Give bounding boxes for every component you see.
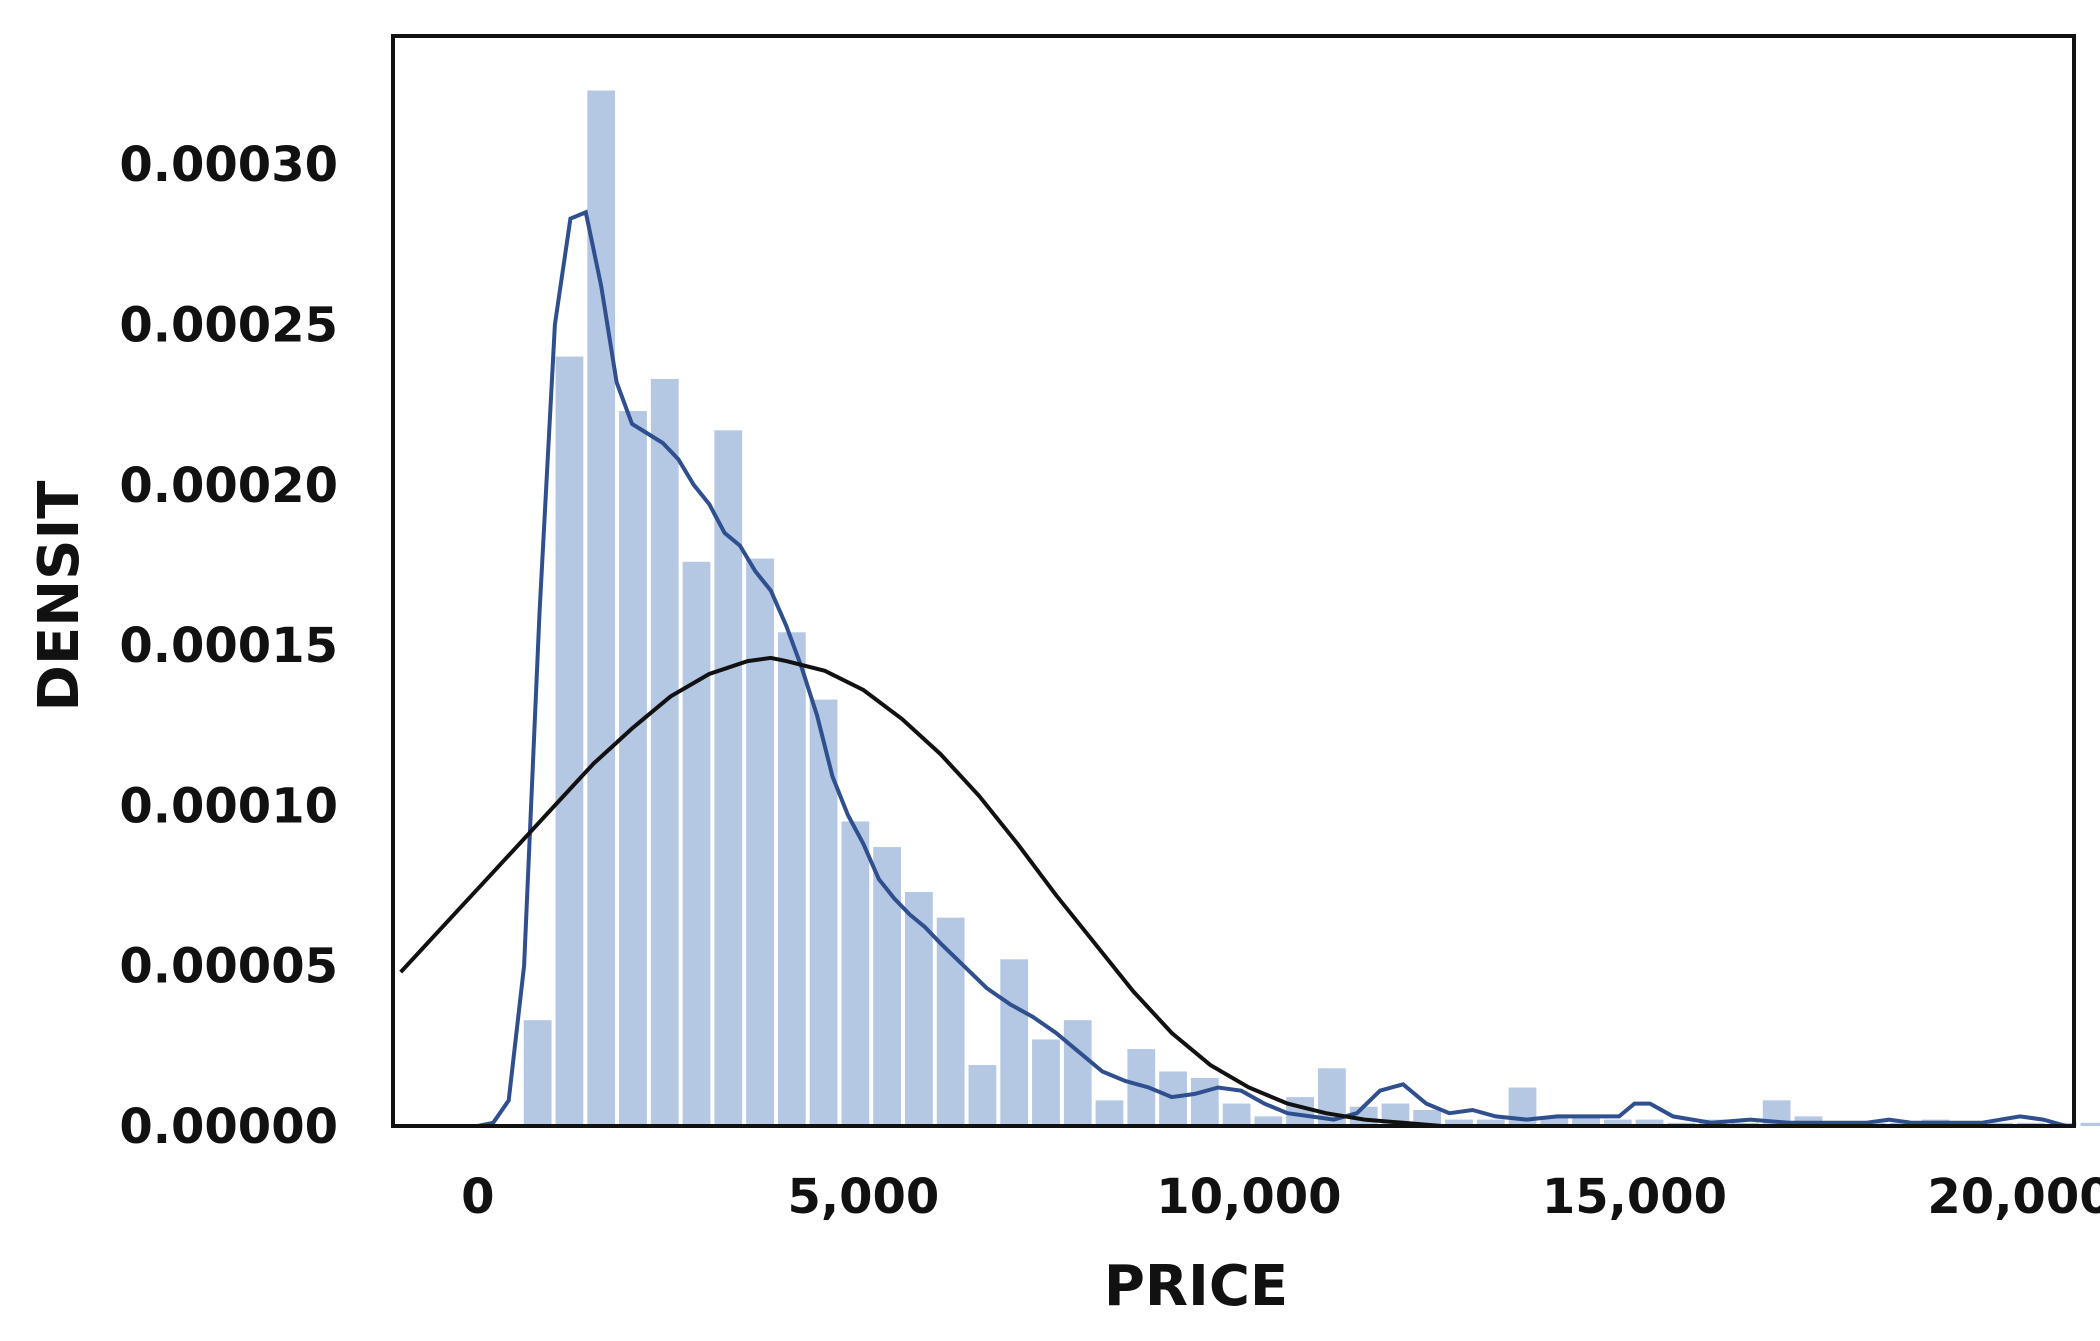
histogram-bar: [1445, 1119, 1473, 1126]
histogram-bar: [523, 1020, 552, 1126]
x-tick-label: 5,000: [787, 1169, 939, 1225]
histogram-bar: [587, 90, 616, 1126]
x-axis-title: PRICE: [1104, 1254, 1288, 1319]
histogram-bar: [1413, 1109, 1442, 1126]
histogram-bar: [2080, 1122, 2100, 1126]
histogram-bar: [809, 699, 838, 1126]
histogram-bar: [650, 379, 679, 1126]
x-tick-label: 15,000: [1542, 1169, 1727, 1225]
histogram-bar: [1032, 1039, 1060, 1126]
histogram-bar: [1603, 1119, 1632, 1126]
histogram-bar: [841, 821, 870, 1126]
y-axis-title: DENSIT: [27, 481, 92, 712]
histogram-bar: [1000, 959, 1029, 1126]
histogram-bar: [905, 891, 933, 1126]
y-tick-label: 0.00015: [119, 618, 338, 674]
histogram-bar: [1635, 1119, 1664, 1126]
y-tick-label: 0.00020: [119, 458, 338, 514]
histogram-bar: [1572, 1116, 1600, 1126]
histogram-bar: [1476, 1119, 1505, 1126]
x-tick-label: 0: [461, 1169, 494, 1225]
histogram-bar: [873, 847, 902, 1126]
histogram-bar: [619, 411, 647, 1126]
histogram-bar: [1540, 1116, 1569, 1126]
y-tick-label: 0.00005: [119, 939, 338, 995]
histogram-bar: [714, 430, 743, 1127]
plot-frame: [391, 34, 2076, 1128]
histogram-bar: [1222, 1103, 1251, 1126]
histogram-bar: [746, 558, 774, 1126]
histogram-bar: [1190, 1077, 1219, 1126]
histogram-bar: [1254, 1116, 1283, 1126]
x-tick-label: 10,000: [1156, 1169, 1341, 1225]
normal-fit-curve: [399, 655, 2067, 1128]
y-tick-label: 0.00030: [119, 137, 338, 193]
histogram-bar: [968, 1065, 997, 1126]
histogram-bar: [1063, 1020, 1092, 1126]
histogram-bar: [936, 917, 965, 1126]
histogram-bars: [523, 90, 2100, 1127]
kde-curve: [477, 209, 2067, 1128]
y-tick-label: 0.00010: [119, 778, 338, 834]
y-tick-label: 0.00000: [119, 1099, 338, 1155]
histogram-bar: [682, 561, 711, 1126]
histogram-bar: [555, 356, 584, 1126]
y-axis-ticks: 0.00000 0.00005 0.00010 0.00015 0.00020 0.000…: [119, 137, 338, 1155]
y-tick-label: 0.00025: [119, 298, 338, 354]
histogram-bar: [1286, 1097, 1315, 1126]
x-tick-label: 20,000: [1927, 1169, 2100, 1225]
histogram-bar: [1095, 1100, 1124, 1126]
x-axis-ticks: 0 5,000 10,000 15,000 20,000: [461, 1169, 2100, 1225]
histogram-bar: [777, 632, 806, 1126]
